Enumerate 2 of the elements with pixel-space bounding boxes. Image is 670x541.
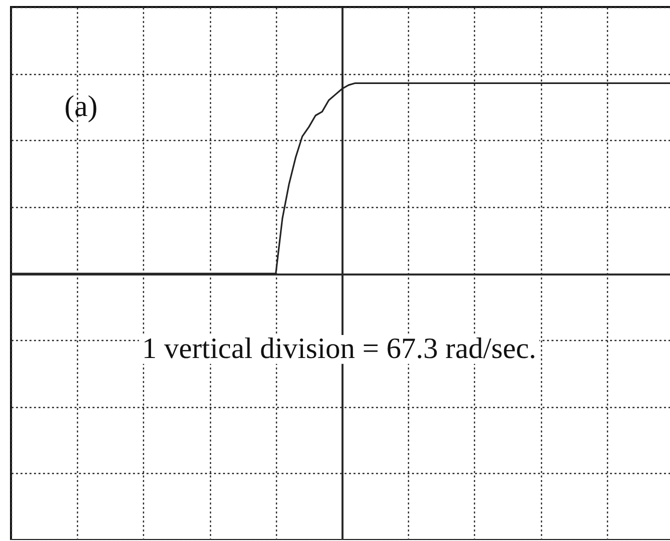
annotation: (a)	[64, 90, 98, 123]
text: 1 vertical division = 67.3 rad/sec.	[142, 333, 536, 365]
